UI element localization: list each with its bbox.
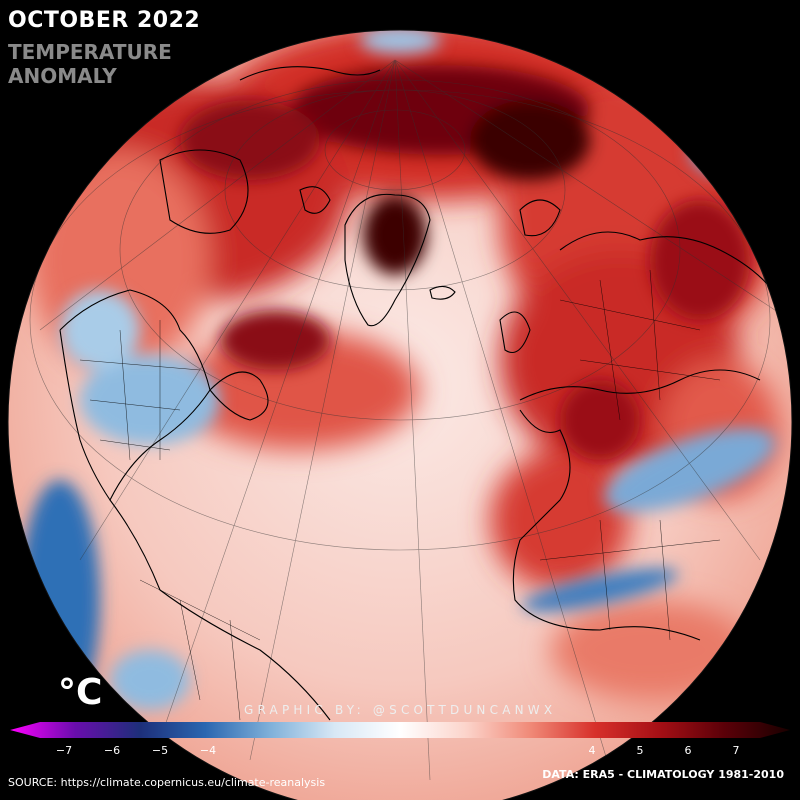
graticule xyxy=(29,59,791,781)
colorbar-tick-label: −4 xyxy=(200,744,216,757)
anomaly-field xyxy=(8,30,792,800)
colorbar-tick-label: 7 xyxy=(733,744,740,757)
colorbar-tick-label: 6 xyxy=(685,744,692,757)
map-title: OCTOBER 2022 xyxy=(8,8,201,33)
colorbar-tick-label: −7 xyxy=(56,744,72,757)
colorbar-tick-label: 5 xyxy=(637,744,644,757)
unit-label: °C xyxy=(58,672,103,713)
source-note: SOURCE: https://climate.copernicus.eu/cl… xyxy=(8,776,326,789)
graphic-credit: GRAPHIC BY: @SCOTTDUNCANWX xyxy=(244,703,557,717)
colorbar-tick-label: −5 xyxy=(152,744,168,757)
map-subtitle: TEMPERATURE ANOMALY xyxy=(8,40,172,88)
borders xyxy=(79,269,721,721)
coastlines xyxy=(59,66,781,721)
colorbar: −7 −6 −5 −4 4 5 6 7 xyxy=(10,722,790,757)
colorbar-tick-label: −6 xyxy=(104,744,120,757)
subtitle-line-2: ANOMALY xyxy=(8,64,117,88)
colorbar-tick-label: 4 xyxy=(589,744,596,757)
colorbar-ticks: −7 −6 −5 −4 4 5 6 7 xyxy=(56,744,740,757)
data-note: DATA: ERA5 - CLIMATOLOGY 1981-2010 xyxy=(542,768,784,781)
colorbar-bar xyxy=(10,722,790,738)
subtitle-line-1: TEMPERATURE xyxy=(8,40,172,64)
